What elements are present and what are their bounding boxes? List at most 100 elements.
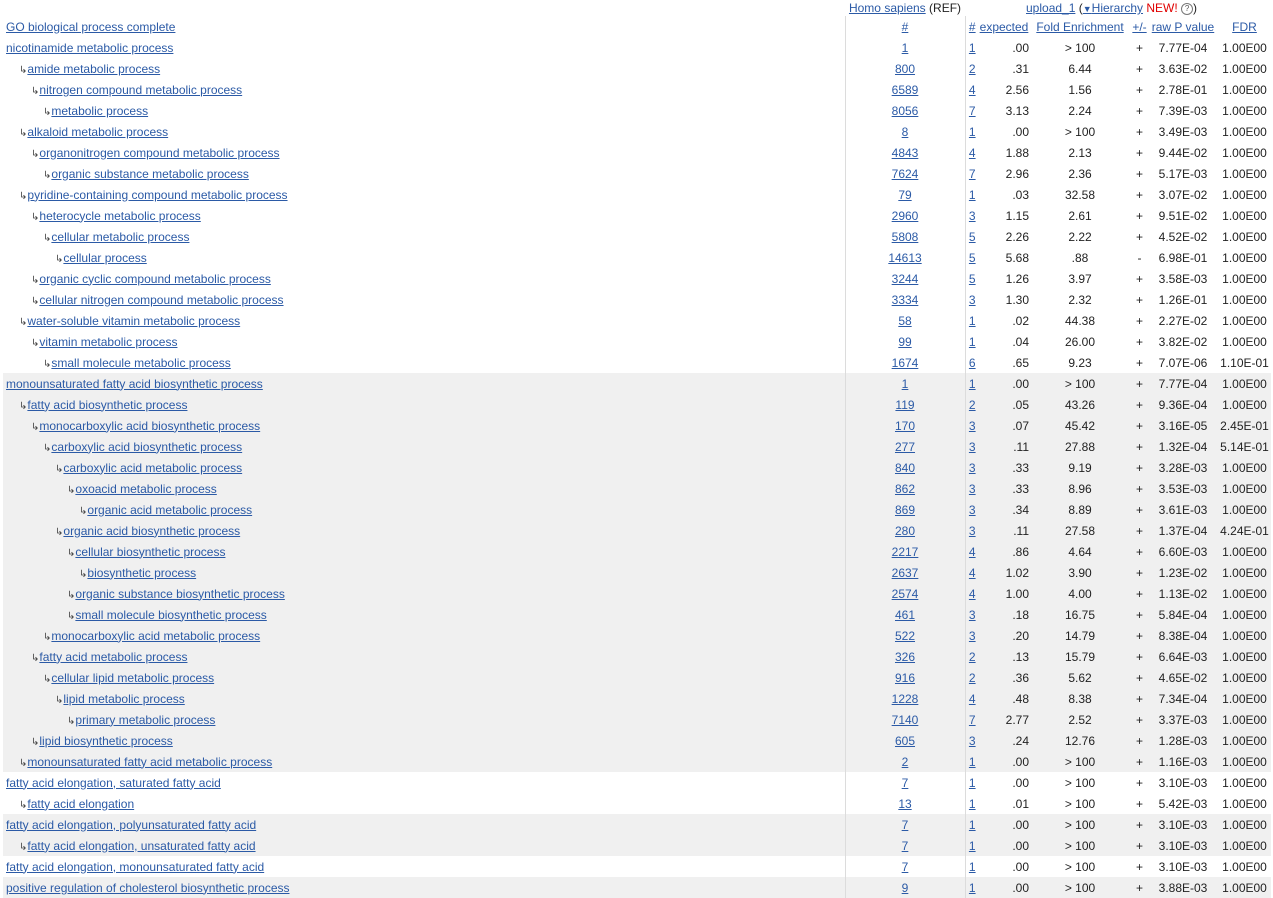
ref-count-link[interactable]: 13 — [898, 796, 912, 811]
ref-count-link[interactable]: 840 — [894, 460, 916, 475]
ref-count-link[interactable]: 1228 — [891, 691, 919, 706]
upload-count-link[interactable]: 1 — [968, 817, 976, 832]
upload-count-link[interactable]: 1 — [968, 796, 976, 811]
upload-count-link[interactable]: 7 — [968, 103, 976, 118]
go-term-link[interactable]: carboxylic acid metabolic process — [63, 460, 243, 475]
go-term-link[interactable]: monounsaturated fatty acid metabolic pro… — [27, 754, 273, 769]
term-column-header[interactable]: GO biological process complete — [6, 19, 176, 34]
ref-count-link[interactable]: 1 — [901, 40, 909, 55]
go-term-link[interactable]: cellular nitrogen compound metabolic pro… — [39, 292, 284, 307]
ref-count-link[interactable]: 4843 — [891, 145, 919, 160]
go-term-link[interactable]: organonitrogen compound metabolic proces… — [39, 145, 280, 160]
ref-count-link[interactable]: 14613 — [888, 250, 922, 265]
ref-count-link[interactable]: 99 — [898, 334, 912, 349]
ref-count-link[interactable]: 2574 — [891, 586, 919, 601]
go-term-link[interactable]: heterocycle metabolic process — [39, 208, 201, 223]
ref-count-link[interactable]: 326 — [894, 649, 916, 664]
upload-link[interactable]: upload_1 — [1026, 1, 1076, 15]
upload-count-link[interactable]: 2 — [968, 670, 976, 685]
fold-enrichment-column-header[interactable]: Fold Enrichment — [1036, 19, 1124, 34]
upload-count-link[interactable]: 7 — [968, 166, 976, 181]
ref-count-link[interactable]: 170 — [894, 418, 916, 433]
go-term-link[interactable]: organic acid metabolic process — [87, 502, 253, 517]
upload-count-link[interactable]: 1 — [968, 754, 976, 769]
go-term-link[interactable]: small molecule biosynthetic process — [75, 607, 267, 622]
ref-count-link[interactable]: 800 — [894, 61, 916, 76]
go-term-link[interactable]: fatty acid elongation, unsaturated fatty… — [27, 838, 256, 853]
upload-count-link[interactable]: 1 — [968, 313, 976, 328]
upload-count-link[interactable]: 1 — [968, 40, 976, 55]
go-term-link[interactable]: monocarboxylic acid metabolic process — [51, 628, 261, 643]
upload-count-link[interactable]: 3 — [968, 208, 976, 223]
ref-count-link[interactable]: 522 — [894, 628, 916, 643]
ref-count-link[interactable]: 7 — [901, 859, 909, 874]
go-term-link[interactable]: water-soluble vitamin metabolic process — [27, 313, 241, 328]
upload-count-link[interactable]: 3 — [968, 607, 976, 622]
upload-count-link[interactable]: 4 — [968, 544, 976, 559]
upload-count-link[interactable]: 1 — [968, 838, 976, 853]
ref-count-link[interactable]: 58 — [898, 313, 912, 328]
upload-count-link[interactable]: 1 — [968, 880, 976, 895]
ref-count-link[interactable]: 9 — [901, 880, 909, 895]
go-term-link[interactable]: metabolic process — [51, 103, 149, 118]
go-term-link[interactable]: fatty acid biosynthetic process — [27, 397, 188, 412]
upload-count-link[interactable]: 3 — [968, 502, 976, 517]
go-term-link[interactable]: primary metabolic process — [75, 712, 216, 727]
upload-count-link[interactable]: 5 — [968, 250, 976, 265]
go-term-link[interactable]: alkaloid metabolic process — [27, 124, 169, 139]
ref-count-link[interactable]: 2960 — [891, 208, 919, 223]
go-term-link[interactable]: organic substance biosynthetic process — [75, 586, 285, 601]
go-term-link[interactable]: monounsaturated fatty acid biosynthetic … — [6, 376, 263, 391]
upload-count-link[interactable]: 2 — [968, 649, 976, 664]
ref-count-link[interactable]: 277 — [894, 439, 916, 454]
upload-count-link[interactable]: 3 — [968, 481, 976, 496]
upload-count-link[interactable]: 3 — [968, 439, 976, 454]
ref-count-link[interactable]: 605 — [894, 733, 916, 748]
go-term-link[interactable]: vitamin metabolic process — [39, 334, 178, 349]
upload-count-link[interactable]: 4 — [968, 145, 976, 160]
upload-count-link[interactable]: 3 — [968, 523, 976, 538]
upload-count-link[interactable]: 3 — [968, 460, 976, 475]
upload-count-link[interactable]: 1 — [968, 859, 976, 874]
ref-species-link[interactable]: Homo sapiens — [848, 1, 926, 15]
ref-count-link[interactable]: 280 — [894, 523, 916, 538]
ref-count-link[interactable]: 3244 — [891, 271, 919, 286]
upload-count-link[interactable]: 5 — [968, 229, 976, 244]
upload-count-link[interactable]: 1 — [968, 775, 976, 790]
go-term-link[interactable]: oxoacid metabolic process — [75, 481, 217, 496]
ref-count-link[interactable]: 2 — [901, 754, 909, 769]
ref-count-link[interactable]: 869 — [894, 502, 916, 517]
ref-count-link[interactable]: 7 — [901, 838, 909, 853]
go-term-link[interactable]: fatty acid elongation — [27, 796, 135, 811]
upload-count-link[interactable]: 1 — [968, 376, 976, 391]
upload-count-link[interactable]: 2 — [968, 61, 976, 76]
go-term-link[interactable]: organic substance metabolic process — [51, 166, 249, 181]
ref-count-column-header[interactable]: # — [901, 19, 909, 34]
ref-count-link[interactable]: 7 — [901, 775, 909, 790]
go-term-link[interactable]: cellular biosynthetic process — [75, 544, 226, 559]
go-term-link[interactable]: nicotinamide metabolic process — [6, 40, 174, 55]
ref-count-link[interactable]: 8056 — [891, 103, 919, 118]
ref-count-link[interactable]: 7624 — [891, 166, 919, 181]
upload-count-link[interactable]: 3 — [968, 418, 976, 433]
upload-count-link[interactable]: 7 — [968, 712, 976, 727]
go-term-link[interactable]: amide metabolic process — [27, 61, 161, 76]
ref-count-link[interactable]: 1674 — [891, 355, 919, 370]
go-term-link[interactable]: fatty acid elongation, polyunsaturated f… — [6, 817, 257, 832]
upload-count-link[interactable]: 6 — [968, 355, 976, 370]
hierarchy-toggle[interactable]: ▼Hierarchy — [1083, 1, 1143, 15]
ref-count-link[interactable]: 7 — [901, 817, 909, 832]
go-term-link[interactable]: pyridine-containing compound metabolic p… — [27, 187, 288, 202]
upload-count-link[interactable]: 2 — [968, 397, 976, 412]
go-term-link[interactable]: organic acid biosynthetic process — [63, 523, 241, 538]
upload-count-link[interactable]: 4 — [968, 565, 976, 580]
ref-count-link[interactable]: 8 — [901, 124, 909, 139]
go-term-link[interactable]: nitrogen compound metabolic process — [39, 82, 243, 97]
go-term-link[interactable]: cellular lipid metabolic process — [51, 670, 215, 685]
ref-count-link[interactable]: 1 — [901, 376, 909, 391]
upload-count-link[interactable]: 3 — [968, 733, 976, 748]
upload-count-link[interactable]: 3 — [968, 628, 976, 643]
go-term-link[interactable]: lipid biosynthetic process — [39, 733, 173, 748]
ref-count-link[interactable]: 7140 — [891, 712, 919, 727]
upload-count-link[interactable]: 1 — [968, 124, 976, 139]
